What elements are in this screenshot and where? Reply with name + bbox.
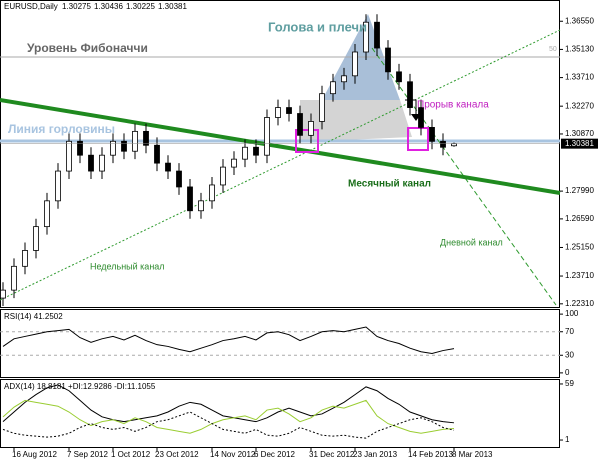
x-tick-label: 16 Aug 2012 [12, 450, 57, 459]
x-tick-label: 1 Oct 2012 [111, 450, 151, 459]
indicator-line [2, 411, 455, 439]
candle-body [451, 143, 457, 147]
y-tick-label: 30 [565, 350, 574, 359]
candle-body [33, 226, 39, 251]
candle-body [242, 146, 248, 160]
indicator-line [2, 399, 455, 434]
annotation: Дневной канал [440, 237, 503, 247]
candle-body [198, 200, 204, 212]
candle-body [231, 158, 237, 168]
candle-body [66, 140, 72, 172]
x-tick-label: 23 Oct 2012 [155, 450, 199, 459]
candle-body [374, 21, 380, 49]
candle-body [418, 107, 424, 128]
y-tick-label: 1.33710 [565, 73, 594, 82]
candle-body [110, 140, 116, 156]
candle-body [253, 146, 259, 156]
header-value: 1.30436 [94, 2, 123, 11]
candle-body [11, 265, 17, 291]
header-value: 1.30381 [158, 2, 187, 11]
candle-body [308, 121, 314, 136]
y-tick-label: 1.35130 [565, 45, 594, 54]
weekly-channel [0, 29, 561, 301]
annotation: Недельный канал [90, 261, 165, 271]
candle-body [143, 130, 149, 146]
candle-body [88, 154, 94, 172]
candle-body [396, 71, 402, 83]
candle-body [44, 200, 50, 228]
indicator-line [2, 384, 455, 424]
candle-body [297, 113, 303, 136]
candle-body [209, 184, 215, 202]
candle-body [363, 21, 369, 53]
x-tick-label: 7 Sep 2012 [67, 450, 108, 459]
x-tick-label: 6 Dec 2012 [254, 450, 295, 459]
y-tick-label: 100 [565, 309, 579, 318]
candle-body [407, 81, 413, 108]
candle-body [22, 250, 28, 267]
chart-header: EURUSD,Daily [4, 2, 58, 11]
x-tick-label: 8 Mar 2013 [452, 450, 493, 459]
candle-body [121, 140, 127, 152]
highlight-box [407, 127, 429, 151]
current-price-label: 1.30381 [565, 139, 594, 148]
monthly-channel [0, 98, 561, 195]
annotation: Линия горловины [8, 122, 115, 136]
candle-body [385, 47, 391, 73]
rsi-title: RSI(14) 41.2502 [4, 312, 63, 321]
candle-body [429, 127, 435, 142]
y-tick-label: 1.25150 [565, 243, 594, 252]
y-tick-label: 1.27990 [565, 186, 594, 195]
indicator-line [2, 326, 455, 355]
annotation: Уровень Фибоначчи [27, 41, 148, 55]
y-tick-label: 1.22310 [565, 299, 594, 308]
adx-title: ADX(14) 18.8181 +DI:12.9286 -DI:11.1055 [4, 382, 156, 391]
candle-body [187, 186, 193, 212]
x-tick-label: 14 Feb 2013 [408, 450, 453, 459]
annotation: Голова и плечи [268, 19, 367, 34]
x-tick-label: 31 Dec 2012 [309, 450, 355, 459]
candle-body [99, 154, 105, 172]
y-tick-label: 1 [565, 435, 570, 444]
candle-body [220, 166, 226, 186]
y-tick-label: 70 [565, 327, 574, 336]
candle-body [165, 162, 171, 172]
candle-body [264, 117, 270, 156]
header-value: 1.30225 [126, 2, 155, 11]
annotation: Месячный канал [348, 179, 431, 190]
candle-body [286, 107, 292, 114]
candle-body [352, 51, 358, 77]
y-tick-label: 1.32270 [565, 101, 594, 110]
candle-body [330, 81, 336, 95]
highlight-box [295, 129, 319, 153]
adx-panel [0, 379, 560, 448]
y-tick-label: 1.36550 [565, 16, 594, 25]
y-tick-label: 0 [565, 368, 570, 377]
candle-body [440, 140, 446, 148]
shoulders-area [300, 100, 412, 142]
candle-body [0, 289, 6, 299]
candle-body [319, 93, 325, 122]
x-tick-label: 14 Nov 2012 [210, 450, 256, 459]
annotation: 50 [549, 46, 557, 53]
main-panel [0, 0, 560, 308]
candle-body [55, 170, 61, 202]
candle-body [154, 144, 160, 164]
y-tick-label: 1.26590 [565, 214, 594, 223]
rsi-panel [0, 309, 560, 378]
header-value: 1.30275 [62, 2, 91, 11]
annotation: Прорыв канала [417, 100, 489, 111]
y-tick-label: 1.30870 [565, 129, 594, 138]
y-tick-label: 59 [565, 379, 574, 388]
candle-body [341, 75, 347, 83]
candle-body [275, 107, 281, 118]
candle-body [132, 130, 138, 152]
candle-body [176, 170, 182, 188]
candle-body [77, 140, 83, 156]
x-tick-label: 23 Jan 2013 [353, 450, 398, 459]
daily-channel [371, 47, 557, 306]
y-tick-label: 1.23710 [565, 271, 594, 280]
current-price-box [561, 138, 598, 149]
